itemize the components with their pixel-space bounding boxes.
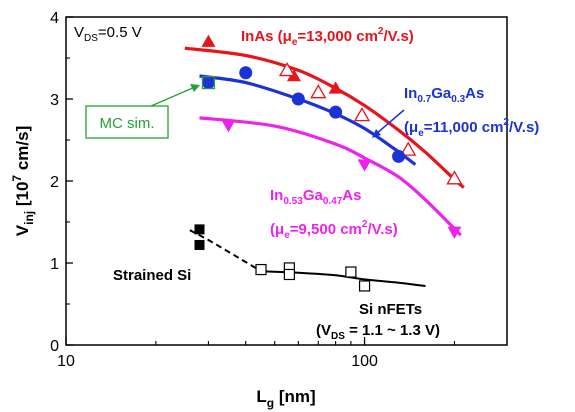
ingaas07-point-2 — [291, 92, 305, 106]
ingaas053-formula: In0.53Ga0.47As — [270, 187, 361, 207]
mc-sim-arrow — [150, 86, 196, 107]
strained_si-fit-curve — [189, 229, 262, 273]
ingaas07-point-3 — [329, 105, 343, 119]
inas-open-point-4 — [446, 170, 463, 185]
ingaas07-point-4 — [392, 149, 406, 163]
x-tick-label-0: 10 — [57, 353, 75, 370]
si-point-2 — [283, 268, 295, 281]
y-tick-label-4: 4 — [50, 10, 59, 27]
ingaas053-mobility: (μe=9,500 cm2/V.s) — [270, 219, 398, 241]
inas-fit-curve — [184, 46, 465, 189]
ingaas07-point-0 — [201, 76, 215, 90]
strained_si-point-1 — [194, 239, 205, 250]
ingaas053-point-1 — [357, 159, 372, 172]
ingaas07-formula: In0.7Ga0.3As — [404, 85, 484, 105]
ingaas07-arrow-head — [372, 129, 381, 138]
x-tick-label-1: 100 — [351, 353, 378, 370]
si-point-3 — [345, 266, 357, 278]
y-axis-ticks: 0 1 2 3 4 — [50, 10, 73, 355]
inas-open-point-2 — [353, 107, 371, 122]
inas-label: InAs (μe=13,000 cm2/V.s) — [241, 26, 414, 48]
mc-sim-square — [201, 75, 216, 90]
ingaas07-arrow — [375, 109, 405, 135]
inas-point-0 — [201, 34, 216, 47]
si-nfets-label: Si nFETs — [359, 301, 422, 318]
y-tick-label-1: 1 — [50, 256, 59, 273]
inas-open-point-3 — [400, 141, 417, 156]
si-point-4 — [358, 280, 371, 292]
strained_si-point-0 — [194, 224, 205, 235]
x-axis-title: Lg [nm] — [256, 387, 315, 410]
mc-sim-arrow-head — [190, 84, 200, 92]
mc-sim-label: MC sim. — [100, 115, 155, 132]
ingaas07-mobility: (μe=11,000 cm2/V.s) — [404, 117, 539, 139]
ingaas053-point-2 — [447, 226, 462, 239]
ingaas053-point-0 — [221, 119, 236, 133]
y-axis-title: Vinj [107 cm/s] — [10, 126, 36, 236]
si-point-0 — [255, 263, 267, 276]
ingaas07-point-1 — [239, 66, 253, 80]
si-vds-label: (VDS = 1.1 ~ 1.3 V) — [316, 322, 440, 342]
ingaas053-fit-curve — [199, 116, 462, 237]
inas-open-point-0 — [278, 61, 296, 77]
inas-open-point-1 — [310, 84, 327, 99]
y-tick-label-2: 2 — [50, 174, 59, 191]
y-tick-label-3: 3 — [50, 92, 59, 109]
x-axis-ticks: 10 100 — [57, 337, 455, 370]
vds-condition-label: VDS=0.5 V — [74, 24, 142, 44]
mc-sim-box — [85, 105, 169, 139]
inas-point-2 — [328, 81, 343, 94]
fit-curves — [184, 46, 465, 287]
data-markers — [194, 34, 463, 292]
strained-si-label: Strained Si — [113, 267, 191, 284]
y-tick-label-0: 0 — [50, 338, 59, 355]
